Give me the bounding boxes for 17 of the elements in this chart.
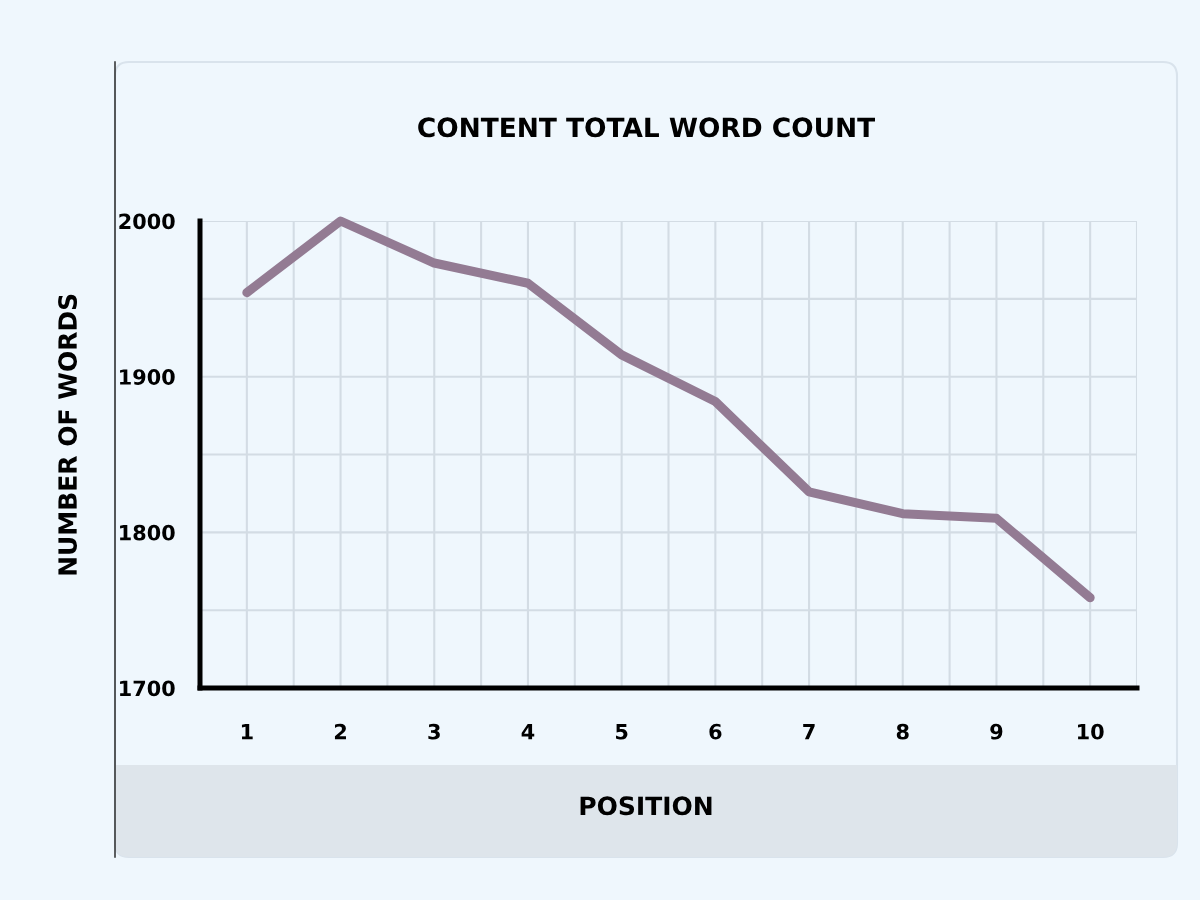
x-tick-label: 5 — [616, 724, 628, 740]
y-tick-label: 1700 — [120, 680, 175, 697]
x-tick-label: 1 — [241, 724, 253, 740]
x-tick-label: 7 — [803, 724, 815, 740]
x-tick-label: 4 — [521, 724, 535, 740]
chart-title: CONTENT TOTAL WORD COUNT — [418, 117, 875, 138]
y-tick-label: 2000 — [119, 213, 175, 230]
x-tick-label: 8 — [896, 723, 909, 740]
y-tick-label: 1900 — [120, 369, 175, 385]
x-tick-label: 6 — [709, 723, 722, 740]
x-tick-label: 10 — [1078, 723, 1104, 740]
y-axis-title: NUMBER OF WORDS — [58, 294, 78, 575]
x-tick-label: 3 — [428, 723, 440, 740]
x-tick-label: 2 — [334, 723, 346, 740]
y-tick-label: 1800 — [120, 524, 175, 541]
x-axis-title: POSITION — [580, 796, 712, 816]
x-tick-label: 9 — [990, 723, 1003, 740]
